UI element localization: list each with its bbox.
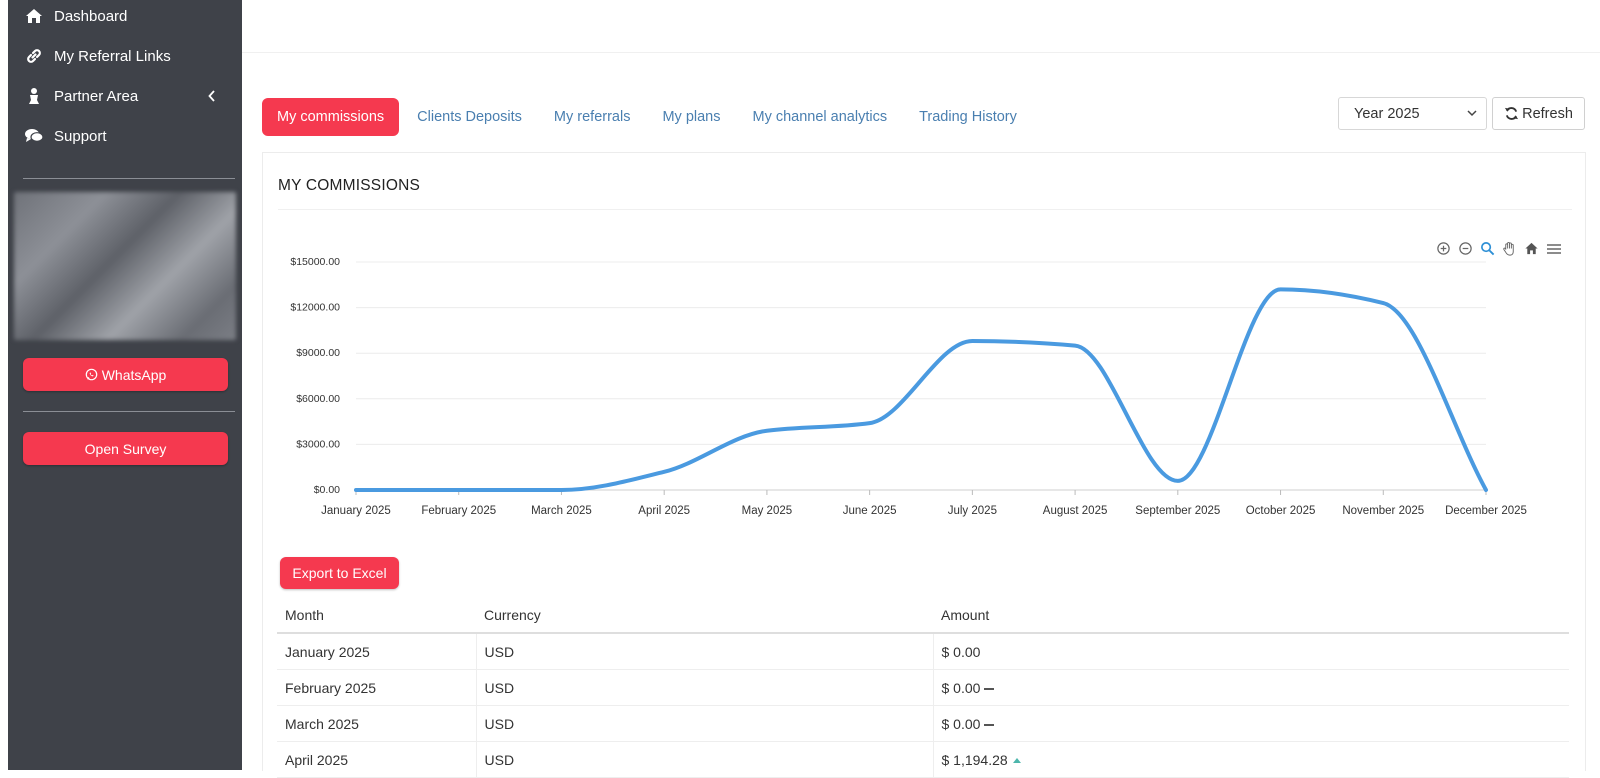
cell-month: March 2025 bbox=[277, 706, 476, 742]
cell-amount: $ 0.00 bbox=[933, 670, 1569, 706]
table-row: April 2025 USD $ 1,194.28 bbox=[277, 742, 1569, 778]
cell-month: February 2025 bbox=[277, 670, 476, 706]
y-tick-label: $3000.00 bbox=[296, 438, 340, 450]
tab-bar: My commissions Clients Deposits My refer… bbox=[262, 98, 1049, 136]
commissions-line-chart: $0.00 $3000.00 $6000.00 $9000.00 $12000.00 $1… bbox=[262, 250, 1584, 540]
open-survey-button[interactable]: Open Survey bbox=[23, 432, 228, 465]
x-tick-label: November 2025 bbox=[1342, 505, 1424, 517]
cell-amount: $ 1,194.28 bbox=[933, 742, 1569, 778]
x-tick-label: June 2025 bbox=[843, 505, 897, 517]
panel-divider bbox=[278, 209, 1572, 210]
amount-value: $ 0.00 bbox=[942, 716, 981, 732]
trend-flat-icon bbox=[984, 724, 994, 726]
x-tick-label: December 2025 bbox=[1445, 505, 1527, 517]
amount-value: $ 0.00 bbox=[942, 680, 981, 696]
cell-currency: USD bbox=[476, 633, 933, 670]
x-tick-label: April 2025 bbox=[638, 505, 690, 517]
refresh-label: Refresh bbox=[1522, 106, 1573, 122]
table-row: January 2025 USD $ 0.00 bbox=[277, 633, 1569, 670]
tab-my-channel-analytics[interactable]: My channel analytics bbox=[753, 109, 888, 125]
x-tick-label: October 2025 bbox=[1246, 505, 1316, 517]
cell-amount: $ 0.00 bbox=[933, 633, 1569, 670]
year-select-value: Year 2025 bbox=[1354, 106, 1420, 122]
header-divider bbox=[242, 52, 1600, 53]
y-tick-label: $12000.00 bbox=[290, 302, 340, 314]
chevron-left-icon bbox=[208, 84, 216, 108]
home-icon bbox=[24, 7, 44, 25]
profile-card-blurred bbox=[14, 192, 236, 340]
y-tick-label: $9000.00 bbox=[296, 347, 340, 359]
sidebar-item-referral-links[interactable]: My Referral Links bbox=[24, 44, 171, 68]
sidebar: Dashboard My Referral Links Partner Area… bbox=[8, 0, 242, 770]
tab-trading-history[interactable]: Trading History bbox=[919, 109, 1017, 125]
whatsapp-icon bbox=[85, 368, 98, 381]
y-tick-label: $15000.00 bbox=[290, 256, 340, 268]
commissions-table: Month Currency Amount January 2025 USD $… bbox=[277, 598, 1569, 778]
export-to-excel-button[interactable]: Export to Excel bbox=[280, 557, 399, 589]
cell-currency: USD bbox=[476, 706, 933, 742]
x-tick-label: May 2025 bbox=[742, 505, 793, 517]
series-line bbox=[356, 289, 1486, 490]
header-month: Month bbox=[277, 598, 476, 633]
x-tick-label: March 2025 bbox=[531, 505, 592, 517]
y-tick-label: $0.00 bbox=[314, 484, 340, 496]
tab-clients-deposits[interactable]: Clients Deposits bbox=[417, 109, 522, 125]
tab-my-referrals[interactable]: My referrals bbox=[554, 109, 631, 125]
sidebar-item-support[interactable]: Support bbox=[24, 124, 107, 148]
cell-currency: USD bbox=[476, 742, 933, 778]
tab-my-commissions[interactable]: My commissions bbox=[262, 98, 399, 136]
sidebar-item-label: Support bbox=[54, 128, 107, 145]
tab-my-plans[interactable]: My plans bbox=[662, 109, 720, 125]
table-row: March 2025 USD $ 0.00 bbox=[277, 706, 1569, 742]
sidebar-item-label: Dashboard bbox=[54, 8, 127, 25]
open-survey-label: Open Survey bbox=[85, 441, 167, 457]
trend-flat-icon bbox=[984, 688, 994, 690]
x-tick-label: September 2025 bbox=[1135, 505, 1220, 517]
year-select[interactable]: Year 2025 bbox=[1338, 97, 1487, 130]
trend-up-icon bbox=[1013, 758, 1021, 763]
sidebar-item-label: Partner Area bbox=[54, 88, 138, 105]
table-header-row: Month Currency Amount bbox=[277, 598, 1569, 633]
table-row: February 2025 USD $ 0.00 bbox=[277, 670, 1569, 706]
sidebar-divider bbox=[23, 411, 235, 412]
chevron-down-icon bbox=[1466, 106, 1478, 124]
link-icon bbox=[24, 47, 44, 65]
sidebar-divider bbox=[23, 178, 235, 179]
x-tick-label: February 2025 bbox=[421, 505, 496, 517]
chat-icon bbox=[24, 127, 44, 145]
sidebar-item-partner-area[interactable]: Partner Area bbox=[24, 84, 234, 108]
x-tick-label: January 2025 bbox=[321, 505, 391, 517]
refresh-button[interactable]: Refresh bbox=[1492, 97, 1585, 130]
cell-month: January 2025 bbox=[277, 633, 476, 670]
amount-value: $ 0.00 bbox=[942, 644, 981, 660]
x-tick-label: August 2025 bbox=[1043, 505, 1108, 517]
cell-currency: USD bbox=[476, 670, 933, 706]
user-icon bbox=[24, 87, 44, 105]
x-tick-label: July 2025 bbox=[948, 505, 997, 517]
header-currency: Currency bbox=[476, 598, 933, 633]
y-tick-label: $6000.00 bbox=[296, 393, 340, 405]
cell-month: April 2025 bbox=[277, 742, 476, 778]
whatsapp-button[interactable]: WhatsApp bbox=[23, 358, 228, 391]
refresh-icon bbox=[1504, 106, 1519, 121]
header-amount: Amount bbox=[933, 598, 1569, 633]
sidebar-item-dashboard[interactable]: Dashboard bbox=[24, 4, 127, 28]
cell-amount: $ 0.00 bbox=[933, 706, 1569, 742]
sidebar-item-label: My Referral Links bbox=[54, 48, 171, 65]
whatsapp-label: WhatsApp bbox=[102, 367, 167, 383]
panel-title: MY COMMISSIONS bbox=[278, 177, 420, 195]
amount-value: $ 1,194.28 bbox=[942, 752, 1008, 768]
